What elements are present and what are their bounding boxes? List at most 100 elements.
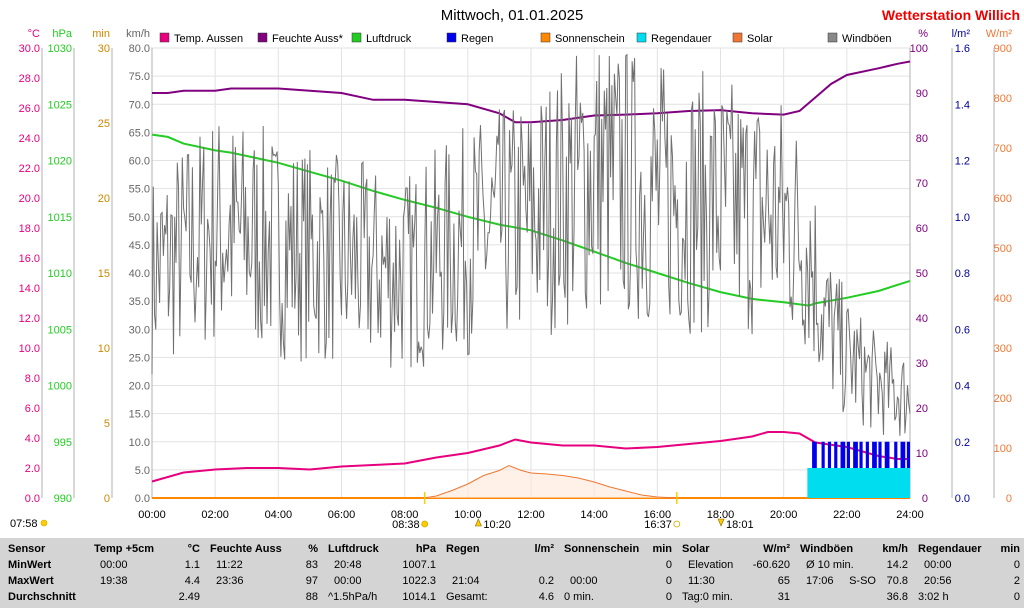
series-block-5 <box>807 468 910 498</box>
stats-max-value: 2 <box>1013 575 1020 587</box>
stats-min-value: 1007.1 <box>402 559 436 571</box>
stats-avg-time: Tag:0 min. <box>682 591 733 603</box>
tick-label-temp: 0.0 <box>25 493 40 505</box>
legend-swatch <box>159 32 170 43</box>
stats-row-labels: Sensor MinWert MaxWert Durchschnitt <box>0 538 88 608</box>
legend-label: Regendauer <box>651 33 712 45</box>
stats-max-value: 1022.3 <box>402 575 436 587</box>
tick-label-press: 1010 <box>48 268 72 280</box>
stats-avg-value: 36.8 <box>886 591 908 603</box>
tick-label-solar: 900 <box>994 43 1012 55</box>
tick-label-temp: 10.0 <box>19 343 40 355</box>
stats-head: Feuchte Auss <box>210 543 282 555</box>
stats-unit: hPa <box>415 543 436 555</box>
x-tick-label: 02:00 <box>201 509 229 521</box>
stats-unit: km/h <box>882 543 908 555</box>
axis-unit-wind: km/h <box>126 28 150 40</box>
tick-label-solar: 0 <box>1006 493 1012 505</box>
stats-min-time: 00:00 <box>100 559 128 571</box>
tick-label-wind: 55.0 <box>129 184 150 196</box>
tick-label-hum: 100 <box>910 43 928 55</box>
tick-label-min: 5 <box>104 418 110 430</box>
tick-label-wind: 10.0 <box>129 437 150 449</box>
tick-label-hum: 0 <box>922 493 928 505</box>
legend-label: Temp. Aussen <box>174 33 243 45</box>
tick-label-solar: 100 <box>994 443 1012 455</box>
stats-max-time: 19:38 <box>100 575 128 587</box>
tick-label-temp: 2.0 <box>25 463 40 475</box>
stats-col-rdur: Regendauer min 00:00 0 20:56 2 3:02 h 0 <box>912 538 1024 608</box>
stats-head: Solar <box>682 543 710 555</box>
axis-unit-press: hPa <box>52 28 72 40</box>
tick-label-wind: 15.0 <box>129 409 150 421</box>
axis-unit-hum: % <box>918 28 928 40</box>
legend-swatch <box>446 32 457 43</box>
stats-table: Sensor MinWert MaxWert Durchschnitt Temp… <box>0 538 1024 608</box>
stats-max-value: 4.4 <box>184 575 200 587</box>
x-tick-label: 12:00 <box>517 509 545 521</box>
tick-label-temp: 20.0 <box>19 193 40 205</box>
stats-avg-time: 3:02 h <box>918 591 949 603</box>
legend-label: Solar <box>747 33 773 45</box>
stats-avg-value: 0 <box>1013 591 1020 603</box>
tick-label-min: 10 <box>98 343 110 355</box>
stats-avg-label: Durchschnitt <box>8 591 76 603</box>
tick-label-wind: 40.0 <box>129 268 150 280</box>
tick-label-rain: 0.4 <box>955 381 970 393</box>
tick-label-solar: 500 <box>994 243 1012 255</box>
stats-max-value: 0 <box>665 575 672 587</box>
stats-unit: l/m² <box>534 543 554 555</box>
axis-unit-temp: °C <box>28 28 40 40</box>
tick-label-wind: 45.0 <box>129 240 150 252</box>
legend-label: Feuchte Auss* <box>272 33 344 45</box>
tick-label-rain: 1.6 <box>955 43 970 55</box>
tick-label-hum: 20 <box>916 403 928 415</box>
weather-chart: 00:00 02:00 04:00 06:00 08:00 10:00 12:00 14:00… <box>10 7 1020 531</box>
stats-col-solar: Solar W/m² Elevation -60.620 11:30 65 Tag:0 mi… <box>676 538 794 608</box>
stats-max-value: 97 <box>305 575 318 587</box>
chart-events: 08:38 10:20 16:37 18:01 07:58 <box>10 492 754 531</box>
tick-label-solar: 400 <box>994 293 1012 305</box>
tick-label-rain: 0.0 <box>955 493 970 505</box>
stats-max-value: 0.2 <box>538 575 554 587</box>
tick-label-press: 990 <box>54 493 72 505</box>
stats-min-value: 0 <box>665 559 672 571</box>
stats-max-time: 00:00 <box>570 575 598 587</box>
stats-avg-value: 0 <box>665 591 672 603</box>
stats-min-value: 0 <box>1013 559 1020 571</box>
stats-head: Luftdruck <box>328 543 379 555</box>
tick-label-temp: 18.0 <box>19 223 40 235</box>
event-label: 08:38 <box>392 519 420 531</box>
stats-avg-time: ^1.5hPa/h <box>328 591 378 603</box>
stats-unit: °C <box>187 543 200 555</box>
tick-label-solar: 200 <box>994 393 1012 405</box>
x-tick-label: 18:00 <box>707 509 735 521</box>
stats-sensor-head: Sensor <box>8 543 46 555</box>
tick-label-rain: 1.0 <box>955 212 970 224</box>
sun-icon <box>40 519 48 527</box>
tick-label-temp: 22.0 <box>19 163 40 175</box>
legend-label: Luftdruck <box>366 33 412 45</box>
tick-label-hum: 50 <box>916 268 928 280</box>
stats-max-label: MaxWert <box>8 575 54 587</box>
legend-swatch <box>636 32 647 43</box>
tick-label-min: 0 <box>104 493 110 505</box>
series-line-1 <box>152 60 911 124</box>
legend-swatch <box>732 32 743 43</box>
stats-head: Regen <box>446 543 480 555</box>
stats-max-time: 21:04 <box>452 575 480 587</box>
stats-head: Sonnenschein <box>564 543 640 555</box>
stats-max-time: 20:56 <box>924 575 952 587</box>
tick-label-wind: 60.0 <box>129 156 150 168</box>
tick-label-rain: 0.6 <box>955 324 970 336</box>
tick-label-rain: 0.8 <box>955 268 970 280</box>
x-tick-label: 00:00 <box>138 509 166 521</box>
stats-max-time: 00:00 <box>334 575 362 587</box>
legend-label: Regen <box>461 33 493 45</box>
arrow-up-icon <box>474 518 482 527</box>
tick-label-rain: 1.4 <box>955 99 970 111</box>
stats-max-time: 11:30 <box>688 575 715 587</box>
legend-swatch <box>351 32 362 43</box>
tick-label-hum: 40 <box>916 313 928 325</box>
stats-avg-value: 88 <box>305 591 318 603</box>
